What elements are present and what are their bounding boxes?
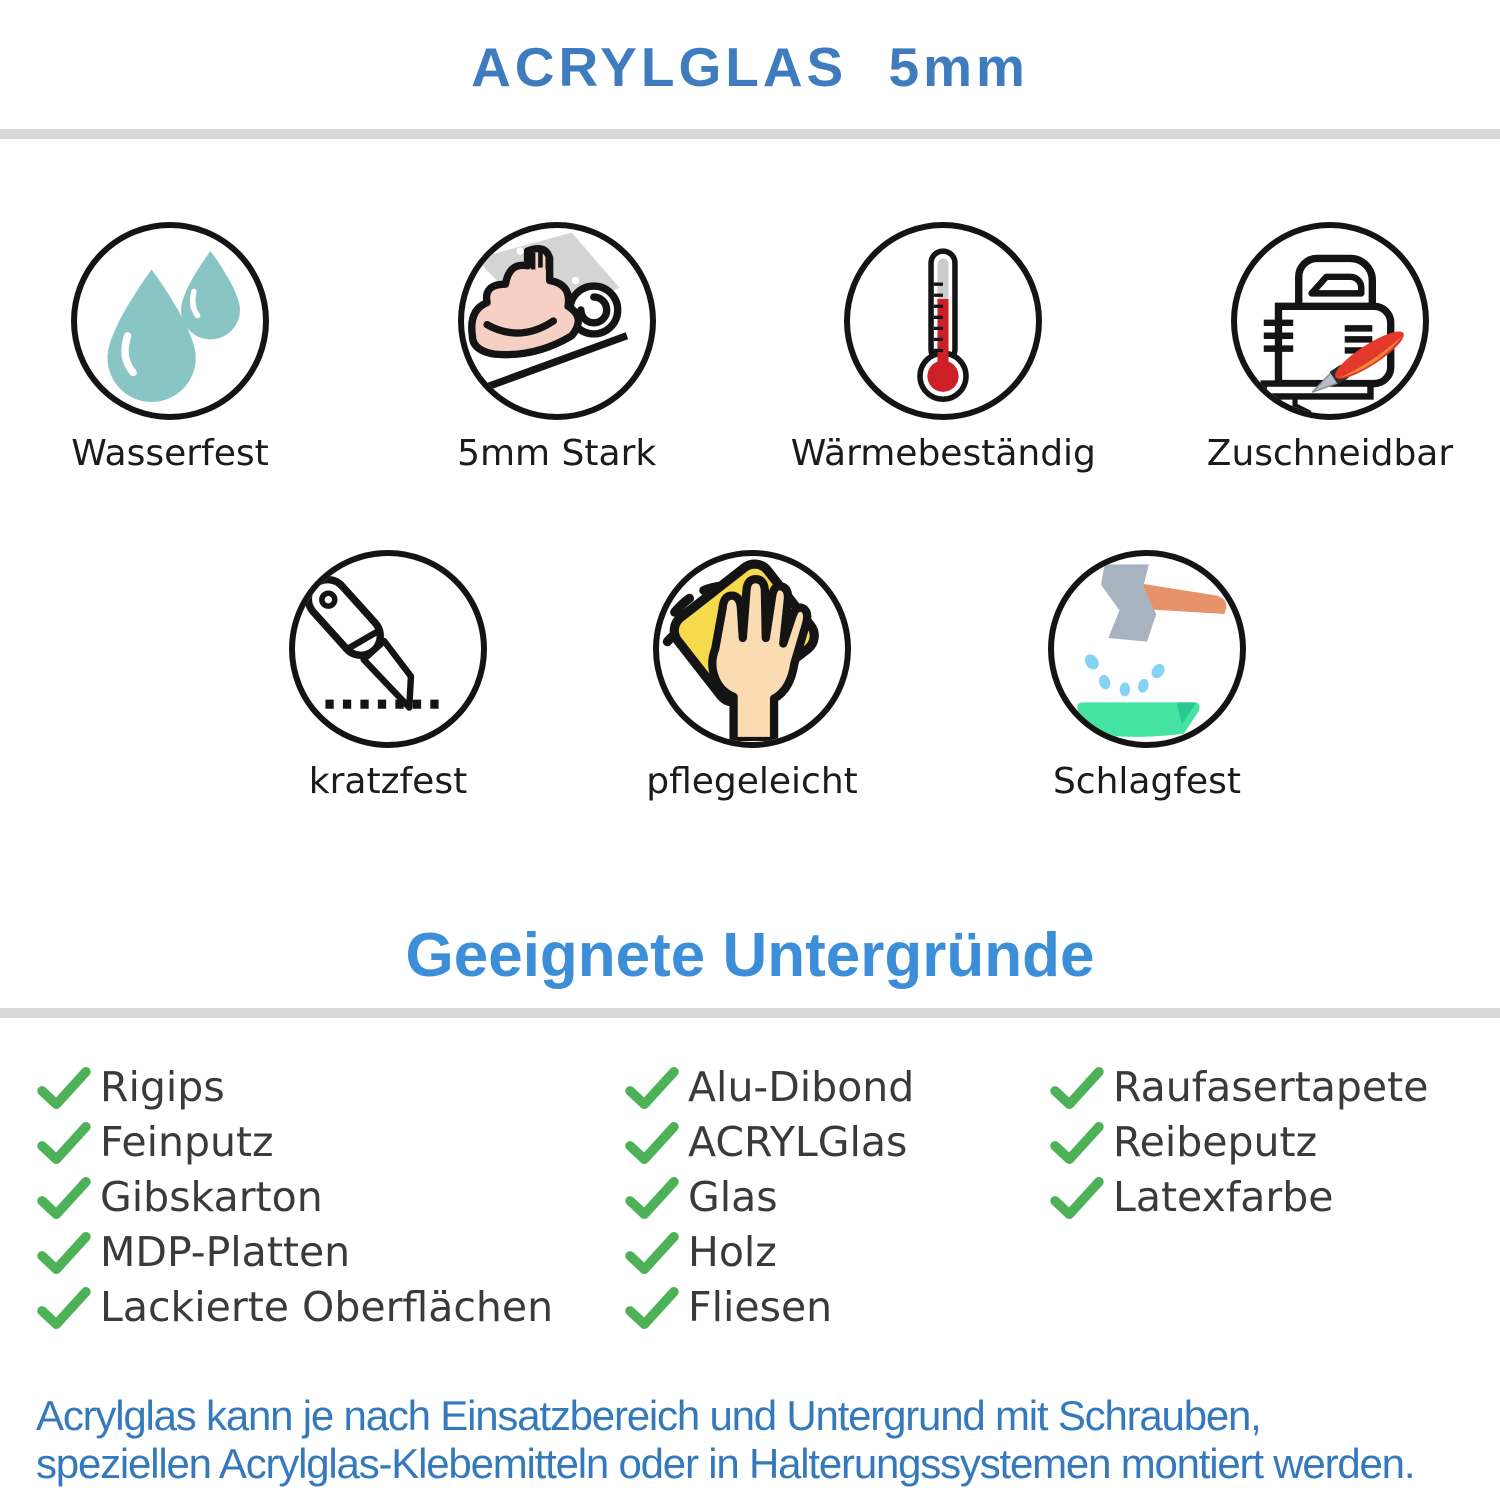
- checkmark-icon: [1050, 1176, 1104, 1219]
- list-item: Rigips: [35, 1060, 553, 1115]
- list-item-label: Holz: [688, 1228, 777, 1276]
- list-item: MDP-Platten: [35, 1225, 553, 1280]
- list-item-label: Feinputz: [100, 1118, 274, 1166]
- list-item-label: Reibeputz: [1113, 1118, 1318, 1166]
- list-item-label: ACRYLGlas: [688, 1118, 908, 1166]
- feature-row-1: Wasserfest 5mm Star: [0, 222, 1500, 472]
- page-title: ACRYLGLAS 5mm: [471, 36, 1029, 98]
- list-item-label: Lackierte Oberflächen: [100, 1283, 554, 1331]
- list-item: Gibskarton: [35, 1170, 553, 1225]
- feature-heat-resistant: Wärmebeständig: [791, 222, 1096, 472]
- feature-waterproof: Wasserfest: [36, 222, 304, 472]
- checkmark-icon: [1050, 1066, 1104, 1109]
- list-item: Raufasertapete: [1048, 1060, 1428, 1115]
- list-item: Fliesen: [623, 1280, 914, 1335]
- checkmark-icon: [37, 1231, 91, 1274]
- divider-middle: [0, 1008, 1500, 1018]
- list-item-label: Raufasertapete: [1113, 1063, 1429, 1111]
- list-item-label: Latexfarbe: [1113, 1173, 1334, 1221]
- list-item-label: Rigips: [100, 1063, 225, 1111]
- checkmark-icon: [625, 1286, 679, 1329]
- checkmark-icon: [625, 1176, 679, 1219]
- list-item-label: Glas: [688, 1173, 778, 1221]
- feature-label: kratzfest: [308, 761, 468, 802]
- hammer-icon: [1048, 550, 1246, 748]
- checkmark-icon: [625, 1231, 679, 1274]
- feature-label: Schlagfest: [1052, 761, 1242, 802]
- feature-easy-care: pflegeleicht: [618, 550, 886, 800]
- mounting-note: Acrylglas kann je nach Einsatzbereich un…: [36, 1392, 1416, 1488]
- feature-thickness: 5mm Stark: [423, 222, 691, 472]
- list-item: ACRYLGlas: [623, 1115, 914, 1170]
- list-item: Glas: [623, 1170, 914, 1225]
- thermometer-icon: [844, 222, 1043, 420]
- list-item: Reibeputz: [1048, 1115, 1428, 1170]
- checkmark-icon: [37, 1176, 91, 1219]
- feature-label: pflegeleicht: [646, 761, 858, 802]
- list-item-label: MDP-Platten: [100, 1228, 351, 1276]
- feature-label: 5mm Stark: [457, 433, 657, 474]
- feature-impact-proof: Schlagfest: [1013, 550, 1281, 800]
- muscle-arm-icon: [457, 222, 656, 420]
- checkmark-icon: [625, 1121, 679, 1164]
- list-item: Holz: [623, 1225, 914, 1280]
- checkmark-icon: [625, 1066, 679, 1109]
- feature-label: Wasserfest: [71, 433, 269, 474]
- feature-label: Zuschneidbar: [1206, 433, 1454, 474]
- cleaning-hand-icon: [653, 550, 851, 748]
- divider-top: [0, 129, 1500, 139]
- list-item: Latexfarbe: [1048, 1170, 1428, 1225]
- list-item-label: Fliesen: [688, 1283, 833, 1331]
- mounting-note-line-2: speziellen Acrylglas-Klebemitteln oder i…: [36, 1440, 1416, 1487]
- feature-label: Wärmebeständig: [790, 433, 1096, 474]
- water-drops-icon: [71, 222, 269, 420]
- feature-cuttable: Zuschneidbar: [1196, 222, 1464, 472]
- list-item: Lackierte Oberflächen: [35, 1280, 553, 1335]
- list-item: Alu-Dibond: [623, 1060, 914, 1115]
- substrates-column-2: Alu-Dibond ACRYLGlas Glas Holz Fliesen: [623, 1060, 914, 1335]
- list-item: Feinputz: [35, 1115, 553, 1170]
- substrates-column-3: Raufasertapete Reibeputz Latexfarbe: [1048, 1060, 1428, 1225]
- utility-knife-icon: [289, 550, 487, 748]
- feature-scratch-proof: kratzfest: [254, 550, 522, 800]
- substrates-column-1: Rigips Feinputz Gibskarton MDP-Platten L…: [35, 1060, 553, 1335]
- checkmark-icon: [1050, 1121, 1104, 1164]
- jigsaw-icon: [1230, 222, 1429, 420]
- list-item-label: Alu-Dibond: [688, 1063, 915, 1111]
- checkmark-icon: [37, 1286, 91, 1329]
- list-item-label: Gibskarton: [100, 1173, 323, 1221]
- mounting-note-line-1: Acrylglas kann je nach Einsatzbereich un…: [36, 1392, 1262, 1439]
- checkmark-icon: [37, 1121, 91, 1164]
- checkmark-icon: [37, 1066, 91, 1109]
- section-title: Geeignete Untergründe: [405, 921, 1095, 990]
